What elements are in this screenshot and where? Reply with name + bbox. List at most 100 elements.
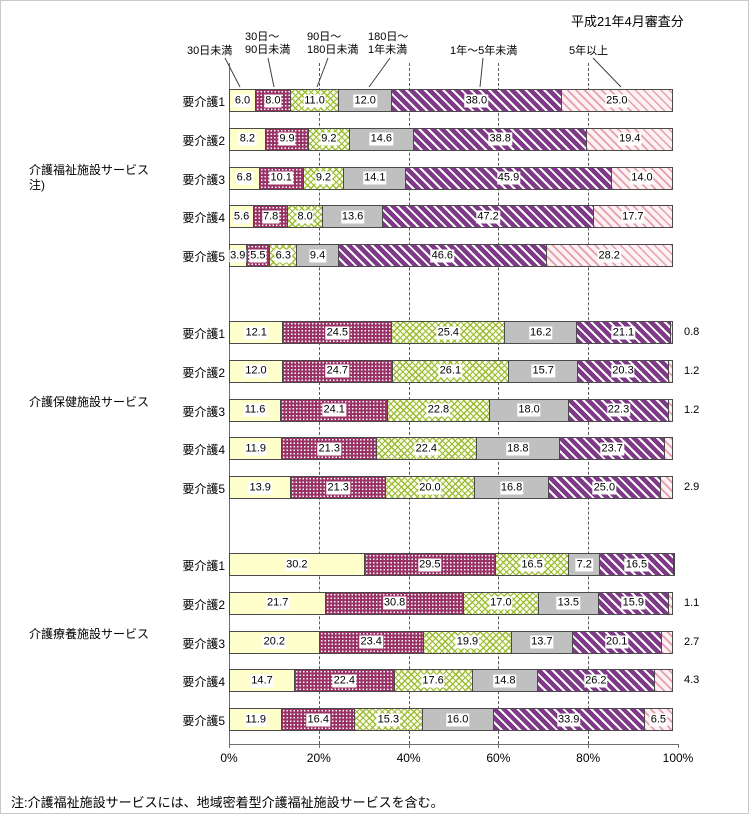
legend-label-line: 1年未満	[368, 44, 408, 56]
legend-label-30日〜90日未満: 30日〜 90日未満	[245, 31, 290, 57]
bar-segment-5年以上: 19.4	[586, 127, 674, 151]
value-label: 8.0	[264, 94, 282, 107]
legend-label-line: 30日未満	[187, 45, 233, 57]
bar-segment-30日未満: 13.9	[229, 476, 292, 500]
outside-value-label: 4.3	[684, 674, 700, 687]
bar-segment-30日未満: 5.6	[229, 205, 255, 229]
bar-segment-30日〜90日未満: 22.4	[294, 669, 395, 693]
legend-label-line: 180日〜	[368, 31, 409, 43]
value-label: 24.7	[325, 364, 350, 378]
value-label: 46.6	[430, 249, 454, 263]
value-label: 15.3	[376, 713, 401, 727]
bar-segment-1年〜5年未満: 21.1	[576, 321, 671, 344]
bar-segment-1年〜5年未満: 16.5	[599, 553, 674, 576]
value-label: 28.2	[597, 249, 621, 263]
legend-label-5年以上: 5年以上	[569, 45, 608, 58]
bar-row: 14.7 22.4 17.6 14.8 26.2	[229, 669, 673, 693]
value-label: 23.7	[600, 442, 624, 456]
bar-segment-5年以上	[668, 591, 673, 615]
bar-segment-30日〜90日未満: 24.5	[282, 321, 393, 344]
bar-row: 3.9 5.5 6.3 9.4 46.6 28.2	[229, 244, 673, 268]
value-label: 6.8	[235, 171, 253, 185]
bar-segment-5年以上	[660, 630, 673, 654]
bar-segment-5年以上: 14.0	[610, 166, 674, 190]
value-label: 12.0	[244, 364, 268, 378]
value-label: 6.0	[233, 94, 252, 107]
value-label: 11.9	[244, 713, 267, 727]
value-label: 19.4	[618, 132, 642, 146]
legend-label-line: 90日〜	[307, 31, 342, 43]
leader-line-30日未満	[224, 57, 241, 88]
bar-row: 11.6 24.1 22.8 18.0 22.3	[229, 398, 673, 422]
x-tick-mark	[229, 744, 230, 748]
value-label: 8.0	[296, 210, 314, 224]
bar-segment-30日未満: 30.2	[229, 553, 365, 576]
value-label: 5.5	[249, 249, 267, 263]
bar-segment-30日未満: 3.9	[229, 244, 247, 268]
value-label: 20.2	[262, 635, 287, 649]
bar-row: 11.9 21.3 22.4 18.8 23.7	[229, 437, 673, 461]
bar-segment-90日〜180日未満: 6.3	[269, 244, 298, 268]
value-label: 22.3	[606, 403, 631, 417]
value-label: 38.0	[464, 94, 489, 107]
footnote: 注:介護福祉施設サービスには、地域密着型介護福祉施設サービスを含む。	[11, 795, 444, 810]
value-label: 21.1	[611, 326, 636, 339]
bar-segment-30日〜90日未満: 10.1	[258, 166, 304, 190]
bar-segment-5年以上	[667, 359, 673, 383]
legend-label-line: 30日〜	[245, 31, 280, 43]
bar-segment-30日〜90日未満: 29.5	[363, 553, 497, 576]
bar-segment-30日〜90日未満: 30.8	[325, 591, 464, 615]
row-label: 要介護5	[182, 714, 225, 729]
x-tick-label: 0%	[220, 751, 238, 765]
group-label-1: 介護保健施設サービス	[29, 395, 149, 410]
legend-label-line: 5年以上	[569, 45, 609, 57]
value-label: 26.2	[584, 674, 608, 688]
x-tick-mark	[408, 744, 410, 748]
outside-value-label: 1.2	[684, 364, 700, 377]
value-label: 24.1	[322, 403, 346, 417]
value-label: 5.6	[232, 210, 251, 224]
value-label: 25.0	[592, 481, 617, 495]
bar-segment-30日〜90日未満: 21.3	[290, 476, 387, 500]
bar-segment-30日〜90日未満: 23.4	[318, 630, 424, 654]
x-tick-mark	[498, 744, 500, 748]
bar-segment-180日〜1年未満: 12.0	[338, 89, 393, 112]
row-label: 要介護3	[182, 404, 225, 419]
bar-segment-180日〜1年未満: 9.4	[296, 244, 339, 268]
value-label: 22.4	[332, 674, 356, 688]
outside-value-label: 2.9	[684, 481, 700, 494]
bar-segment-5年以上: 28.2	[545, 244, 673, 268]
value-label: 16.4	[306, 713, 330, 727]
bar-segment-30日未満: 20.2	[229, 630, 320, 654]
value-label: 14.6	[369, 132, 394, 146]
bar-segment-180日〜1年未満: 14.8	[471, 669, 539, 693]
row-label: 要介護1	[182, 95, 225, 109]
leader-line-5年以上	[592, 57, 622, 88]
bar-segment-5年以上	[659, 476, 673, 500]
bar-segment-30日未満: 12.1	[229, 321, 284, 344]
value-label: 13.5	[556, 596, 581, 610]
bar-segment-5年以上: 25.0	[560, 89, 673, 112]
bar-segment-1年〜5年未満: 25.0	[548, 476, 661, 500]
bar-segment-180日〜1年未満: 16.0	[421, 708, 494, 732]
bar-row: 6.0 8.0 11.0 12.0 38.0 25.0	[229, 89, 673, 112]
bar-segment-5年以上: 17.7	[593, 205, 673, 229]
bar-segment-1年〜5年未満: 20.3	[577, 359, 669, 383]
bar-segment-180日〜1年未満: 13.5	[538, 591, 599, 615]
value-label: 16.8	[499, 481, 524, 495]
group-label-2: 介護療養施設サービス	[29, 627, 149, 642]
value-label: 8.2	[238, 132, 257, 146]
bar-segment-180日〜1年未満: 14.1	[343, 166, 407, 190]
outside-value-label: 1.2	[684, 403, 700, 416]
row-label: 要介護3	[182, 172, 225, 187]
bar-segment-1年〜5年未満: 22.3	[568, 398, 669, 422]
x-tick-mark	[678, 744, 679, 748]
legend-label-line: 90日未満	[245, 44, 291, 56]
bar-segment-1年〜5年未満: 20.1	[571, 630, 662, 654]
row-label: 要介護2	[182, 597, 225, 612]
bar-segment-180日〜1年未満: 7.2	[568, 553, 601, 576]
bar-segment-90日〜180日未満: 19.9	[422, 630, 513, 654]
bar-segment-30日未満: 6.0	[229, 89, 256, 112]
bar-row: 6.8 10.1 9.2 14.1 45.9 14.0	[229, 166, 674, 190]
bar-segment-30日未満: 21.7	[229, 591, 327, 615]
